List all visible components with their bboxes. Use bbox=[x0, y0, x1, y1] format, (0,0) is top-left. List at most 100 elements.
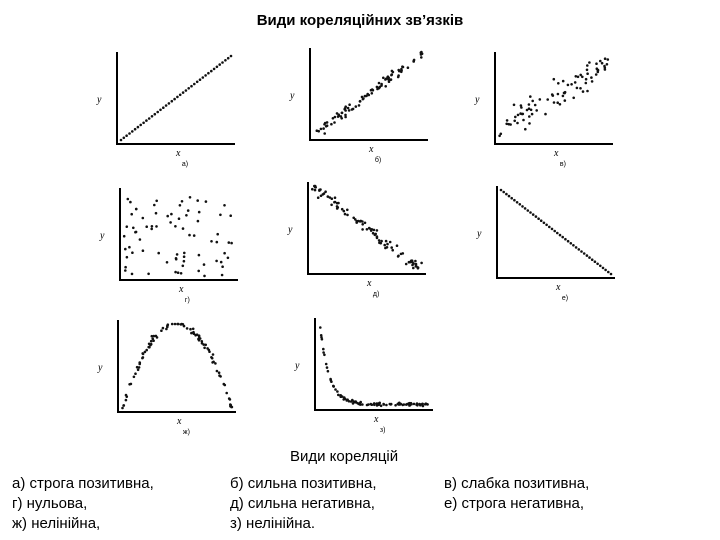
plot-v-axes bbox=[494, 52, 613, 145]
plot-g-point bbox=[197, 269, 200, 273]
plot-e-point bbox=[569, 242, 573, 245]
plot-z-point bbox=[415, 403, 418, 407]
plot-d-point bbox=[384, 239, 388, 243]
plot-v-point bbox=[527, 107, 531, 110]
plot-v-point bbox=[520, 112, 524, 116]
plot-e-point bbox=[505, 192, 508, 196]
plot-g-point bbox=[165, 261, 169, 264]
caption-item-g: г) нульова, bbox=[12, 495, 88, 512]
plot-a-point bbox=[190, 84, 193, 88]
plot-v-point bbox=[528, 115, 531, 118]
plot-zh-point bbox=[122, 404, 126, 407]
plot-v-point bbox=[556, 92, 560, 96]
plot-v-point bbox=[544, 112, 547, 116]
plot-v-point bbox=[603, 64, 606, 68]
plot-zh-axes bbox=[117, 320, 236, 413]
plot-d-point bbox=[372, 228, 376, 232]
plot-z-point bbox=[351, 402, 355, 405]
plot-z-panel-label: з) bbox=[380, 427, 386, 434]
plot-d-x-label: x bbox=[366, 278, 372, 289]
plot-e-point bbox=[572, 244, 575, 247]
plot-g-point bbox=[229, 214, 232, 217]
plot-zh-point bbox=[191, 327, 195, 331]
plot-zh-point bbox=[190, 331, 193, 335]
plot-d-point bbox=[311, 187, 314, 191]
plot-b-point bbox=[378, 85, 382, 89]
plot-e-point bbox=[499, 188, 503, 192]
plot-d-point bbox=[379, 241, 383, 245]
plot-v-point bbox=[551, 94, 555, 97]
plot-zh-point bbox=[124, 393, 128, 397]
plot-z-point bbox=[375, 402, 379, 405]
plot-g: y xг) bbox=[99, 188, 238, 304]
plot-zh-point bbox=[197, 339, 201, 342]
plot-e-point bbox=[539, 219, 543, 222]
plot-v-point bbox=[552, 101, 556, 104]
plot-b-point bbox=[325, 124, 329, 127]
plot-z-point bbox=[421, 404, 425, 408]
plot-b-point bbox=[363, 94, 367, 98]
plot-b-point bbox=[375, 85, 379, 89]
plot-zh-point bbox=[192, 332, 196, 336]
plot-zh-point bbox=[203, 346, 206, 350]
plot-a-point bbox=[133, 127, 137, 131]
plot-b-point bbox=[390, 73, 393, 77]
plot-a-point bbox=[128, 132, 131, 135]
plot-b-point bbox=[361, 97, 365, 101]
plot-g-point bbox=[180, 200, 184, 203]
plot-g-point bbox=[134, 230, 137, 234]
plot-zh-point bbox=[223, 383, 227, 387]
plot-d-point bbox=[316, 196, 320, 199]
plot-b-point bbox=[396, 75, 400, 79]
plot-g-point bbox=[131, 251, 134, 254]
plot-g-point bbox=[130, 272, 134, 276]
plot-a-point bbox=[122, 136, 126, 140]
plot-zh-point bbox=[229, 403, 232, 406]
plot-g-point bbox=[155, 199, 158, 203]
plot-a-point bbox=[170, 99, 174, 103]
plot-a-point bbox=[176, 95, 179, 99]
plot-a-point bbox=[150, 115, 154, 118]
plot-d-point bbox=[340, 207, 344, 211]
plot-z-point bbox=[365, 403, 369, 407]
plot-e-point bbox=[513, 198, 516, 202]
plot-e-y-label: y bbox=[476, 229, 482, 240]
plot-d-y-label: y bbox=[287, 225, 293, 236]
plot-a-point bbox=[136, 125, 140, 129]
plot-e-point bbox=[518, 203, 522, 206]
plot-g-point bbox=[122, 234, 126, 238]
plot-zh-point bbox=[136, 368, 140, 372]
plot-a-point bbox=[156, 110, 159, 114]
plot-e-point bbox=[604, 268, 607, 272]
plot-a-point bbox=[159, 108, 162, 112]
plot-e-point bbox=[542, 221, 546, 225]
plot-v-point bbox=[585, 68, 589, 72]
plot-e-point bbox=[548, 225, 551, 229]
plot-b-point bbox=[339, 115, 343, 118]
plot-e-point bbox=[556, 231, 559, 235]
plot-b-point bbox=[406, 66, 410, 69]
plot-g-point bbox=[129, 200, 132, 204]
plot-z-axes bbox=[314, 318, 433, 411]
plot-z-point bbox=[334, 388, 337, 391]
plot-a-panel-label: а) bbox=[182, 161, 188, 168]
plot-d-point bbox=[319, 194, 323, 198]
plot-b-point bbox=[354, 105, 358, 108]
plot-a-point bbox=[147, 117, 151, 120]
plot-z-point bbox=[419, 403, 422, 406]
plot-d-point bbox=[333, 200, 336, 204]
plot-e-point bbox=[585, 254, 589, 257]
plot-g-point bbox=[132, 226, 135, 230]
plot-e-axes bbox=[496, 186, 615, 279]
plot-zh-point bbox=[155, 336, 159, 339]
plot-d-point bbox=[357, 219, 360, 223]
plot-a-point bbox=[181, 91, 185, 94]
plot-a-x-label: x bbox=[175, 148, 181, 159]
plot-v-point bbox=[600, 61, 604, 65]
plot-e-point bbox=[590, 258, 594, 262]
plot-v-point bbox=[529, 95, 532, 98]
plot-v-point bbox=[586, 64, 589, 67]
plot-v-point bbox=[528, 122, 531, 125]
plot-g-point bbox=[215, 259, 218, 263]
plot-z-point bbox=[340, 395, 344, 398]
